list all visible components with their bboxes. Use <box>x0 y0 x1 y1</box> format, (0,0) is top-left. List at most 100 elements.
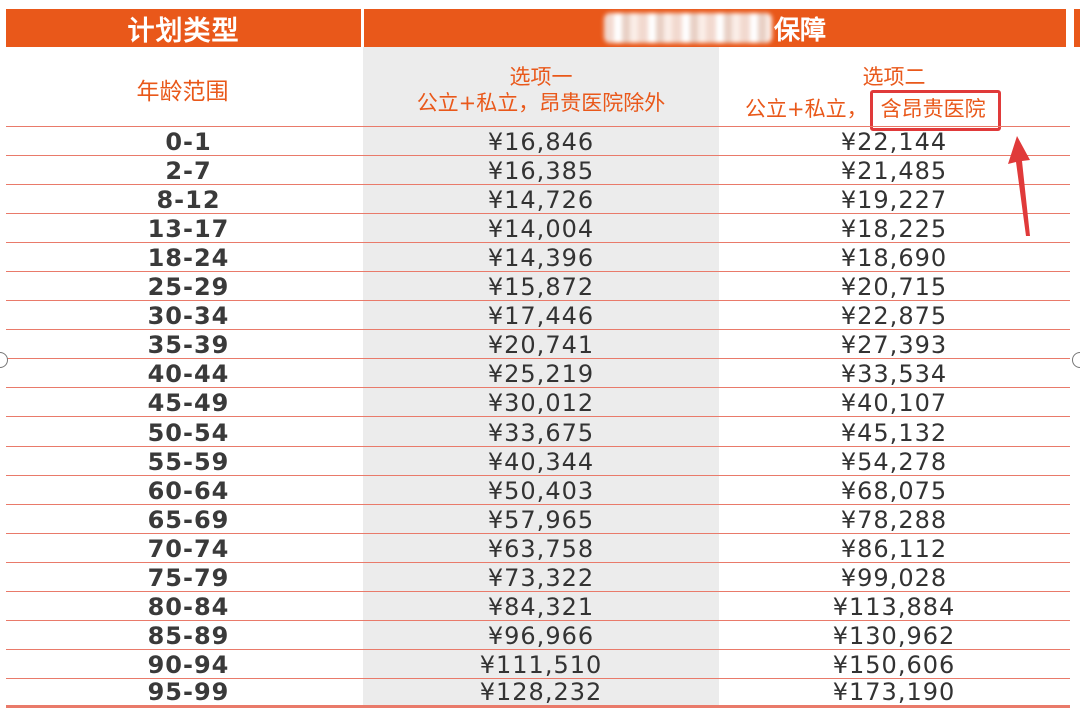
table-row: 90-94 ¥111,510 ¥150,606 <box>6 648 1070 679</box>
age-cell: 13-17 <box>147 215 230 244</box>
option2-description: 公立+私立， 含昂贵医院 <box>719 90 1069 131</box>
option1-price-cell: ¥16,385 <box>487 157 595 186</box>
option1-price-cell: ¥14,004 <box>487 215 595 244</box>
table-row: 60-64 ¥50,403 ¥68,075 <box>6 474 1070 505</box>
right-edge-header-fragment <box>1074 9 1080 47</box>
table-row: 70-74 ¥63,758 ¥86,112 <box>6 532 1070 563</box>
option2-price-cell: ¥18,690 <box>840 244 948 273</box>
age-cell: 8-12 <box>156 186 221 215</box>
table-row: 45-49 ¥30,012 ¥40,107 <box>6 387 1070 416</box>
table-row: 85-89 ¥96,966 ¥130,962 <box>6 619 1070 650</box>
option2-price-cell: ¥150,606 <box>832 650 956 679</box>
option1-price-cell: ¥14,726 <box>487 186 595 215</box>
plan-type-header: 计划类型 <box>127 15 240 47</box>
age-cell: 18-24 <box>147 244 230 273</box>
option2-price-cell: ¥21,485 <box>840 157 948 186</box>
option2-price-cell: ¥54,278 <box>840 447 948 476</box>
age-cell: 30-34 <box>147 302 230 331</box>
option2-price-cell: ¥113,884 <box>832 592 956 621</box>
age-cell: 40-44 <box>147 360 230 389</box>
age-cell: 85-89 <box>147 621 230 650</box>
option2-price-cell: ¥22,144 <box>840 128 948 157</box>
table-row: 13-17 ¥14,004 ¥18,225 <box>6 213 1070 242</box>
option2-price-cell: ¥78,288 <box>840 505 948 534</box>
table-row: 18-24 ¥14,396 ¥18,690 <box>6 242 1070 271</box>
table-row: 30-34 ¥17,446 ¥22,875 <box>6 300 1070 329</box>
option2-price-cell: ¥86,112 <box>840 534 948 563</box>
age-cell: 0-1 <box>165 128 212 157</box>
option1-price-cell: ¥25,219 <box>487 360 595 389</box>
option2-price-cell: ¥27,393 <box>840 331 948 360</box>
age-cell: 90-94 <box>147 650 230 679</box>
coverage-header: 保障 <box>364 9 1066 47</box>
option1-header: 选项一 公立+私立，昂贵医院除外 <box>363 64 719 116</box>
header-divider <box>361 9 364 47</box>
option2-highlight-text: 含昂贵医院 <box>880 97 986 121</box>
age-cell: 80-84 <box>147 592 230 621</box>
option1-price-cell: ¥96,966 <box>487 621 595 650</box>
age-cell: 75-79 <box>147 563 230 592</box>
option1-price-cell: ¥73,322 <box>487 563 595 592</box>
table-row: 40-44 ¥25,219 ¥33,534 <box>6 358 1070 387</box>
option2-price-cell: ¥22,875 <box>840 302 948 331</box>
option1-price-cell: ¥50,403 <box>487 476 595 505</box>
option1-title: 选项一 <box>509 65 573 89</box>
age-cell: 55-59 <box>147 447 230 476</box>
option1-price-cell: ¥14,396 <box>487 244 595 273</box>
option1-description: 公立+私立，昂贵医院除外 <box>416 91 666 115</box>
option2-price-cell: ¥130,962 <box>832 621 956 650</box>
option1-price-cell: ¥33,675 <box>487 418 595 447</box>
table-row: 75-79 ¥73,322 ¥99,028 <box>6 561 1070 592</box>
option1-price-cell: ¥111,510 <box>479 650 603 679</box>
option1-price-cell: ¥128,232 <box>479 678 603 707</box>
option2-price-cell: ¥173,190 <box>832 678 956 707</box>
table-row: 65-69 ¥57,965 ¥78,288 <box>6 503 1070 534</box>
age-cell: 2-7 <box>165 157 212 186</box>
option1-price-cell: ¥30,012 <box>487 389 595 418</box>
age-cell: 25-29 <box>147 273 230 302</box>
option2-title: 选项二 <box>862 65 926 89</box>
option2-highlight-box: 含昂贵医院 <box>869 90 1001 131</box>
coverage-header-label: 保障 <box>773 15 826 46</box>
age-cell: 35-39 <box>147 331 230 360</box>
option2-price-cell: ¥33,534 <box>840 360 948 389</box>
age-cell: 45-49 <box>147 389 230 418</box>
option1-price-cell: ¥17,446 <box>487 302 595 331</box>
age-cell: 60-64 <box>147 476 230 505</box>
option2-price-cell: ¥18,225 <box>840 215 948 244</box>
table-row: 0-1 ¥16,846 ¥22,144 <box>6 126 1070 155</box>
option2-price-cell: ¥20,715 <box>840 273 948 302</box>
option1-price-cell: ¥40,344 <box>487 447 595 476</box>
option2-price-cell: ¥40,107 <box>840 389 948 418</box>
table-row: 50-54 ¥33,675 ¥45,132 <box>6 416 1070 445</box>
table-header-row: 计划类型 保障 <box>6 9 1066 47</box>
option2-price-cell: ¥19,227 <box>840 186 948 215</box>
option1-price-cell: ¥15,872 <box>487 273 595 302</box>
table-body: 0-1 ¥16,846 ¥22,144 2-7 ¥16,385 ¥21,485 8-12 ¥1… <box>6 126 1070 709</box>
table-row: 2-7 ¥16,385 ¥21,485 <box>6 155 1070 184</box>
option2-price-cell: ¥68,075 <box>840 476 948 505</box>
option2-price-cell: ¥45,132 <box>840 418 948 447</box>
age-range-header: 年龄范围 <box>136 79 229 105</box>
option1-price-cell: ¥57,965 <box>487 505 595 534</box>
table-row: 95-99 ¥128,232 ¥173,190 <box>6 677 1070 709</box>
option1-price-cell: ¥20,741 <box>487 331 595 360</box>
option2-price-cell: ¥99,028 <box>840 563 948 592</box>
option1-price-cell: ¥16,846 <box>487 128 595 157</box>
age-cell: 70-74 <box>147 534 230 563</box>
age-cell: 65-69 <box>147 505 230 534</box>
table-row: 35-39 ¥20,741 ¥27,393 <box>6 329 1070 358</box>
age-cell: 95-99 <box>147 678 230 707</box>
option2-description-prefix: 公立+私立， <box>745 97 868 121</box>
redacted-blur <box>603 13 772 43</box>
option1-price-cell: ¥84,321 <box>487 592 595 621</box>
up-arrow-icon <box>1008 136 1030 236</box>
table-row: 55-59 ¥40,344 ¥54,278 <box>6 445 1070 476</box>
option1-price-cell: ¥63,758 <box>487 534 595 563</box>
option2-header: 选项二 公立+私立， 含昂贵医院 <box>719 64 1069 131</box>
option1-column-background <box>363 47 719 707</box>
age-cell: 50-54 <box>147 418 230 447</box>
table-row: 80-84 ¥84,321 ¥113,884 <box>6 590 1070 621</box>
table-row: 25-29 ¥15,872 ¥20,715 <box>6 271 1070 300</box>
